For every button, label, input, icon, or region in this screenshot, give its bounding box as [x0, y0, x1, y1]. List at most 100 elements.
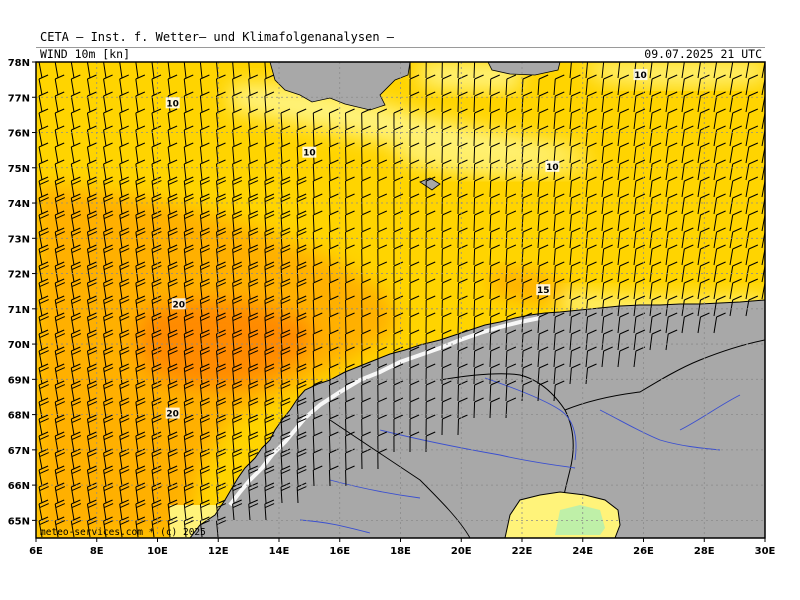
latitude-axis: 65N 66N 67N 68N 69N 70N 71N 72N 73N 74N 75N 76N 77N 7… — [8, 58, 36, 527]
wind-barb — [585, 295, 597, 317]
wind-barb — [54, 210, 66, 232]
wind-barb — [103, 244, 114, 266]
wind-barb — [264, 278, 275, 300]
wind-barb — [633, 329, 646, 351]
wind-barb — [183, 431, 194, 453]
wind-barb — [135, 295, 146, 317]
wind-barb — [296, 108, 307, 130]
wind-barb — [328, 244, 339, 266]
wind-barb — [601, 261, 613, 283]
wind-barb — [457, 91, 468, 113]
wind-barb — [745, 261, 759, 283]
wind-barb — [119, 244, 130, 266]
wind-barb — [361, 397, 371, 419]
wind-barb — [312, 448, 323, 470]
wind-barb — [199, 414, 210, 436]
wind-barb — [681, 62, 686, 79]
wind-barb — [183, 176, 194, 198]
wind-barb — [345, 210, 355, 232]
wind-barb — [312, 278, 323, 300]
wind-barb — [151, 74, 162, 96]
wind-barb — [569, 91, 581, 113]
wind-barb — [633, 278, 646, 300]
wind-barb — [70, 210, 82, 232]
wind-barb — [393, 329, 404, 351]
wind-barb — [232, 278, 243, 300]
wind-barb — [505, 142, 517, 164]
wind-barb — [216, 227, 227, 249]
wind-barb — [183, 210, 194, 232]
wind-barb — [633, 108, 646, 130]
wind-barb — [248, 414, 259, 436]
wind-barb — [361, 227, 371, 249]
wind-barb — [505, 210, 517, 232]
wind-barb — [457, 295, 468, 317]
wind-barb — [409, 108, 420, 130]
wind-barb — [38, 414, 49, 436]
wind-barb — [361, 108, 371, 130]
wind-barb — [665, 210, 678, 232]
wind-barb — [296, 227, 307, 249]
wind-barb — [70, 159, 81, 181]
wind-barb — [425, 227, 436, 249]
wind-barb — [103, 125, 113, 147]
wind-barb — [361, 448, 371, 470]
wind-barb — [585, 278, 597, 300]
wind-barb — [264, 414, 275, 436]
wind-barb — [361, 346, 371, 368]
wind-barb — [745, 210, 759, 232]
wind-barb — [585, 176, 597, 198]
lat-tick-label: 77N — [8, 93, 30, 104]
wind-barb — [103, 176, 114, 198]
wind-barb — [86, 193, 98, 215]
wind-barb — [569, 227, 581, 249]
wind-barb — [745, 278, 759, 300]
wind-barb — [183, 380, 194, 402]
wind-barb — [54, 363, 66, 385]
wind-barb — [537, 125, 549, 147]
lat-tick-label: 75N — [8, 164, 30, 175]
wind-barb — [280, 380, 291, 402]
lon-tick-label: 8E — [90, 546, 104, 557]
wind-barb — [103, 227, 114, 249]
wind-barb — [649, 295, 662, 317]
wind-barb — [521, 261, 533, 283]
wind-barb — [199, 193, 210, 215]
wind-barb — [216, 142, 226, 164]
wind-barb — [745, 142, 759, 164]
wind-barb — [505, 397, 517, 419]
wind-barb — [441, 329, 452, 351]
wind-barb — [38, 431, 49, 453]
wind-barb — [745, 74, 759, 96]
wind-barb — [681, 142, 694, 164]
wind-barb — [345, 159, 355, 181]
wind-barb — [457, 261, 468, 283]
wind-barb — [649, 210, 662, 232]
wind-barb — [296, 244, 307, 266]
wind-barb — [713, 159, 726, 181]
wind-barb — [345, 142, 355, 164]
wind-barb — [296, 261, 307, 283]
wind-barb — [264, 295, 275, 317]
wind-barb — [537, 91, 549, 113]
wind-barb — [489, 142, 500, 164]
wind-barb — [729, 108, 742, 130]
wind-barb — [54, 278, 66, 300]
wind-barb — [135, 261, 146, 283]
wind-barb — [119, 210, 130, 232]
wind-barb — [345, 108, 355, 130]
wind-barb — [697, 193, 710, 215]
wind-barb — [505, 74, 517, 96]
wind-barb — [103, 159, 113, 181]
wind-barb — [569, 244, 581, 266]
wind-barb — [296, 448, 307, 470]
wind-barb — [585, 108, 597, 130]
wind-barb — [441, 74, 452, 96]
wind-barb — [296, 397, 307, 419]
wind-barb — [377, 329, 388, 351]
wind-barb — [345, 380, 355, 402]
wind-barb — [328, 193, 339, 215]
wind-barb — [232, 62, 235, 79]
wind-barb — [505, 159, 517, 181]
wind-barb — [345, 176, 355, 198]
